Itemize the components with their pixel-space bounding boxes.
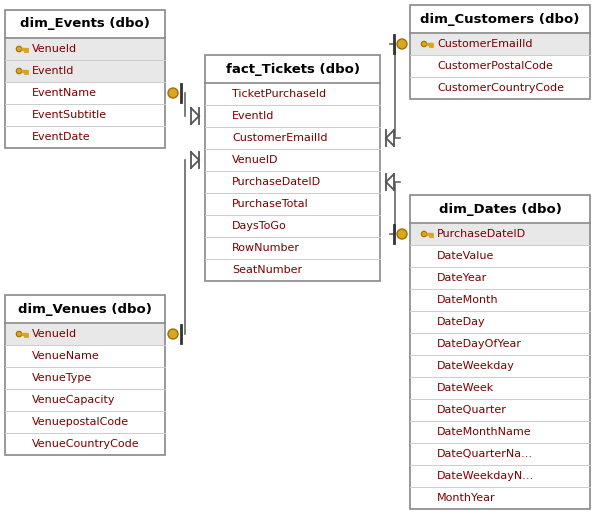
Text: DaysToGo: DaysToGo (232, 221, 287, 231)
Text: VenueName: VenueName (32, 351, 100, 361)
Bar (5, 10, 165, 148)
Bar (410, 5, 590, 99)
Circle shape (421, 41, 427, 47)
Text: DateMonthName: DateMonthName (437, 427, 531, 437)
Text: VenuepostalCode: VenuepostalCode (32, 417, 129, 427)
Text: DateWeekday: DateWeekday (437, 361, 515, 371)
Bar (411, 33, 589, 55)
Circle shape (16, 68, 21, 74)
Text: VenueId: VenueId (32, 329, 77, 339)
Text: RowNumber: RowNumber (232, 243, 300, 253)
Circle shape (168, 329, 178, 339)
Bar (6, 60, 164, 82)
Text: DateDayOfYear: DateDayOfYear (437, 339, 522, 349)
Circle shape (397, 39, 407, 49)
Circle shape (397, 229, 407, 239)
Circle shape (421, 231, 427, 237)
Text: EventId: EventId (232, 111, 275, 121)
Text: DateMonth: DateMonth (437, 295, 498, 305)
Bar (411, 224, 589, 244)
Text: EventName: EventName (32, 88, 97, 98)
Circle shape (168, 88, 178, 98)
Text: CustomerEmailId: CustomerEmailId (232, 133, 328, 143)
Text: dim_Dates (dbo): dim_Dates (dbo) (439, 202, 561, 215)
Text: VenueCapacity: VenueCapacity (32, 395, 115, 405)
Text: VenueId: VenueId (32, 44, 77, 54)
Text: CustomerEmailId: CustomerEmailId (437, 39, 533, 49)
Text: DateQuarter: DateQuarter (437, 405, 507, 415)
Text: PurchaseDateID: PurchaseDateID (437, 229, 526, 239)
Text: EventId: EventId (32, 66, 75, 76)
Text: DateValue: DateValue (437, 251, 494, 261)
Text: EventDate: EventDate (32, 132, 91, 142)
Text: MonthYear: MonthYear (437, 493, 496, 503)
Text: SeatNumber: SeatNumber (232, 265, 302, 275)
Text: DateQuarterNa...: DateQuarterNa... (437, 449, 533, 459)
Text: PurchaseDateID: PurchaseDateID (232, 177, 321, 187)
Bar (410, 195, 590, 509)
Circle shape (16, 46, 21, 52)
Text: dim_Customers (dbo): dim_Customers (dbo) (420, 12, 580, 25)
Text: fact_Tickets (dbo): fact_Tickets (dbo) (226, 62, 359, 75)
Text: DateWeekdayN...: DateWeekdayN... (437, 471, 534, 481)
Text: TicketPurchaseId: TicketPurchaseId (232, 89, 326, 99)
Bar (6, 38, 164, 59)
Circle shape (16, 331, 21, 337)
Text: DateDay: DateDay (437, 317, 485, 327)
Text: dim_Events (dbo): dim_Events (dbo) (20, 18, 150, 31)
Bar (5, 295, 165, 455)
Text: VenueType: VenueType (32, 373, 93, 383)
Text: CustomerCountryCode: CustomerCountryCode (437, 83, 564, 93)
Text: CustomerPostalCode: CustomerPostalCode (437, 61, 553, 71)
Text: EventSubtitle: EventSubtitle (32, 110, 107, 120)
Text: DateWeek: DateWeek (437, 383, 494, 393)
Bar (205, 55, 380, 281)
Text: VenueCountryCode: VenueCountryCode (32, 439, 140, 449)
Text: PurchaseTotal: PurchaseTotal (232, 199, 309, 209)
Text: DateYear: DateYear (437, 273, 487, 283)
Text: dim_Venues (dbo): dim_Venues (dbo) (18, 303, 152, 316)
Text: VenueID: VenueID (232, 155, 278, 165)
Bar (6, 323, 164, 344)
